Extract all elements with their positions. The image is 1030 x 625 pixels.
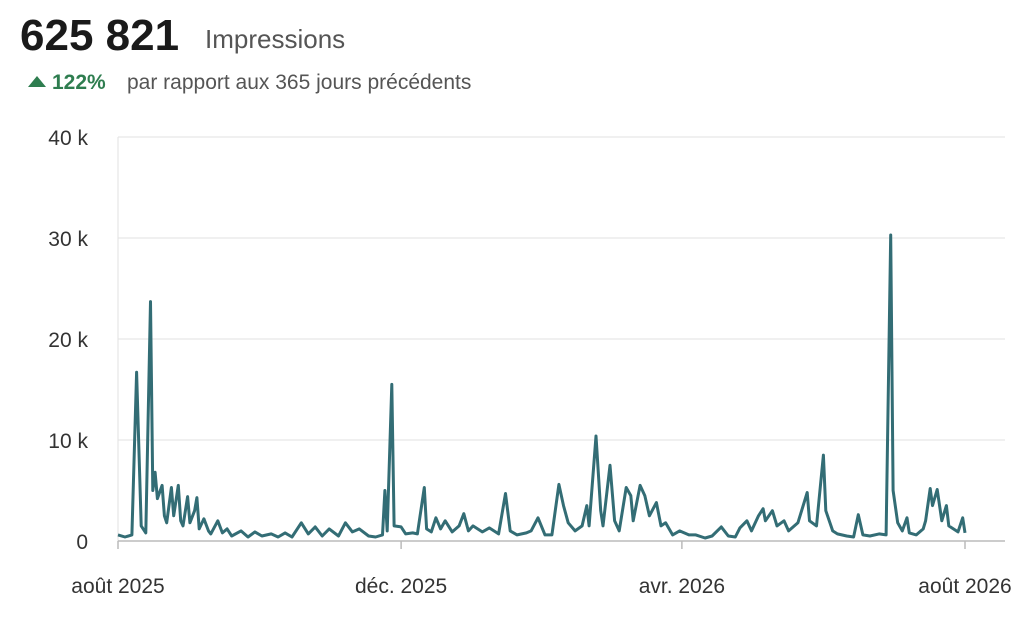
total: 625 821 [20, 11, 179, 60]
up-arrow [28, 76, 46, 87]
change: 122% [52, 71, 106, 94]
x-tick-label: avr. 2026 [639, 575, 725, 598]
y-tick-label: 40 k [48, 127, 88, 150]
x-tick-label: août 2026 [918, 575, 1011, 598]
y-tick-label: 10 k [48, 430, 88, 453]
x-tick-label: déc. 2025 [355, 575, 447, 598]
y-tick-label: 20 k [48, 329, 88, 352]
y-tick-label: 0 [76, 531, 88, 554]
y-tick-label: 30 k [48, 228, 88, 251]
metric-label: Impressions [205, 24, 345, 54]
x-tick-label: août 2025 [71, 575, 164, 598]
impressions-line [117, 233, 967, 540]
comparison: par rapport aux 365 jours précédents [127, 71, 471, 94]
